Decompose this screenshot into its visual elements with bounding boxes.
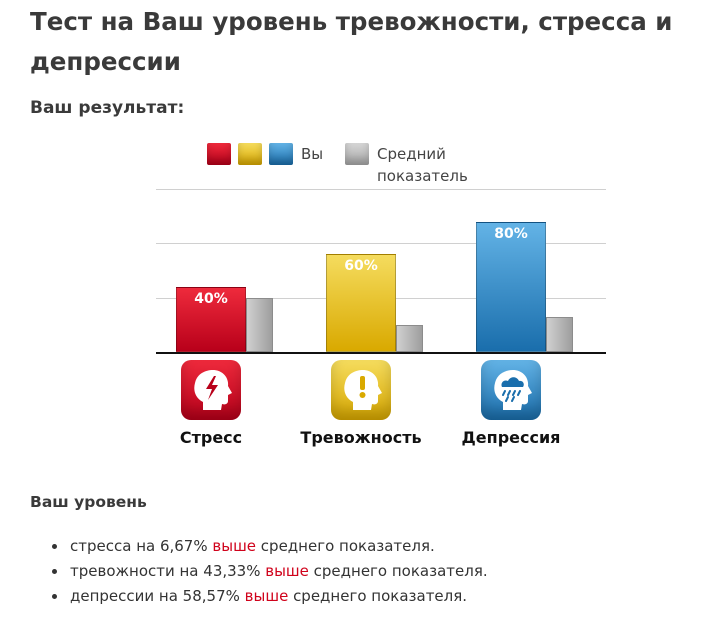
bar-average-anxiety [396,324,423,352]
level-heading: Ваш уровень [30,493,147,511]
legend-label-average: Средний показатель [377,145,468,185]
bar-you-depression [476,221,546,352]
highlight-text: выше [265,562,309,580]
stressed-head-icon [181,360,241,420]
page-title: Тест на Ваш уровень тревожности, стресса… [30,7,673,76]
legend-swatch-average [345,143,369,165]
gridline [156,189,606,190]
legend-swatch-stress [207,143,231,165]
gridline [156,243,606,245]
depressed-head-icon [481,360,541,420]
bar-you-stress [176,286,246,352]
category-label-anxiety: Тревожность [300,428,422,447]
x-axis-line [156,352,606,354]
result-heading: Ваш результат: [30,98,185,118]
bar-you-anxiety [326,254,396,352]
bar-label-anxiety: 60% [344,258,378,275]
list-item: стресса на 6,67% выше среднего показател… [50,535,488,560]
list-item: тревожности на 43,33% выше среднего пока… [50,560,488,585]
bar-label-depression: 80% [494,225,528,242]
bar-average-stress [246,297,273,352]
legend-label-you: Вы [301,145,324,163]
category-label-stress: Стресс [179,428,243,447]
highlight-text: выше [212,537,257,555]
legend-swatch-depression [269,143,293,165]
level-list: стресса на 6,67% выше среднего показател… [50,535,488,610]
bar-average-depression [546,317,573,352]
category-label-depression: Депрессия [461,428,561,447]
bar-label-stress: 40% [194,290,228,307]
highlight-text: выше [244,587,289,605]
list-item: депрессии на 58,57% выше среднего показа… [50,585,488,610]
legend-swatch-anxiety [238,143,262,165]
anxious-head-icon [331,360,391,420]
